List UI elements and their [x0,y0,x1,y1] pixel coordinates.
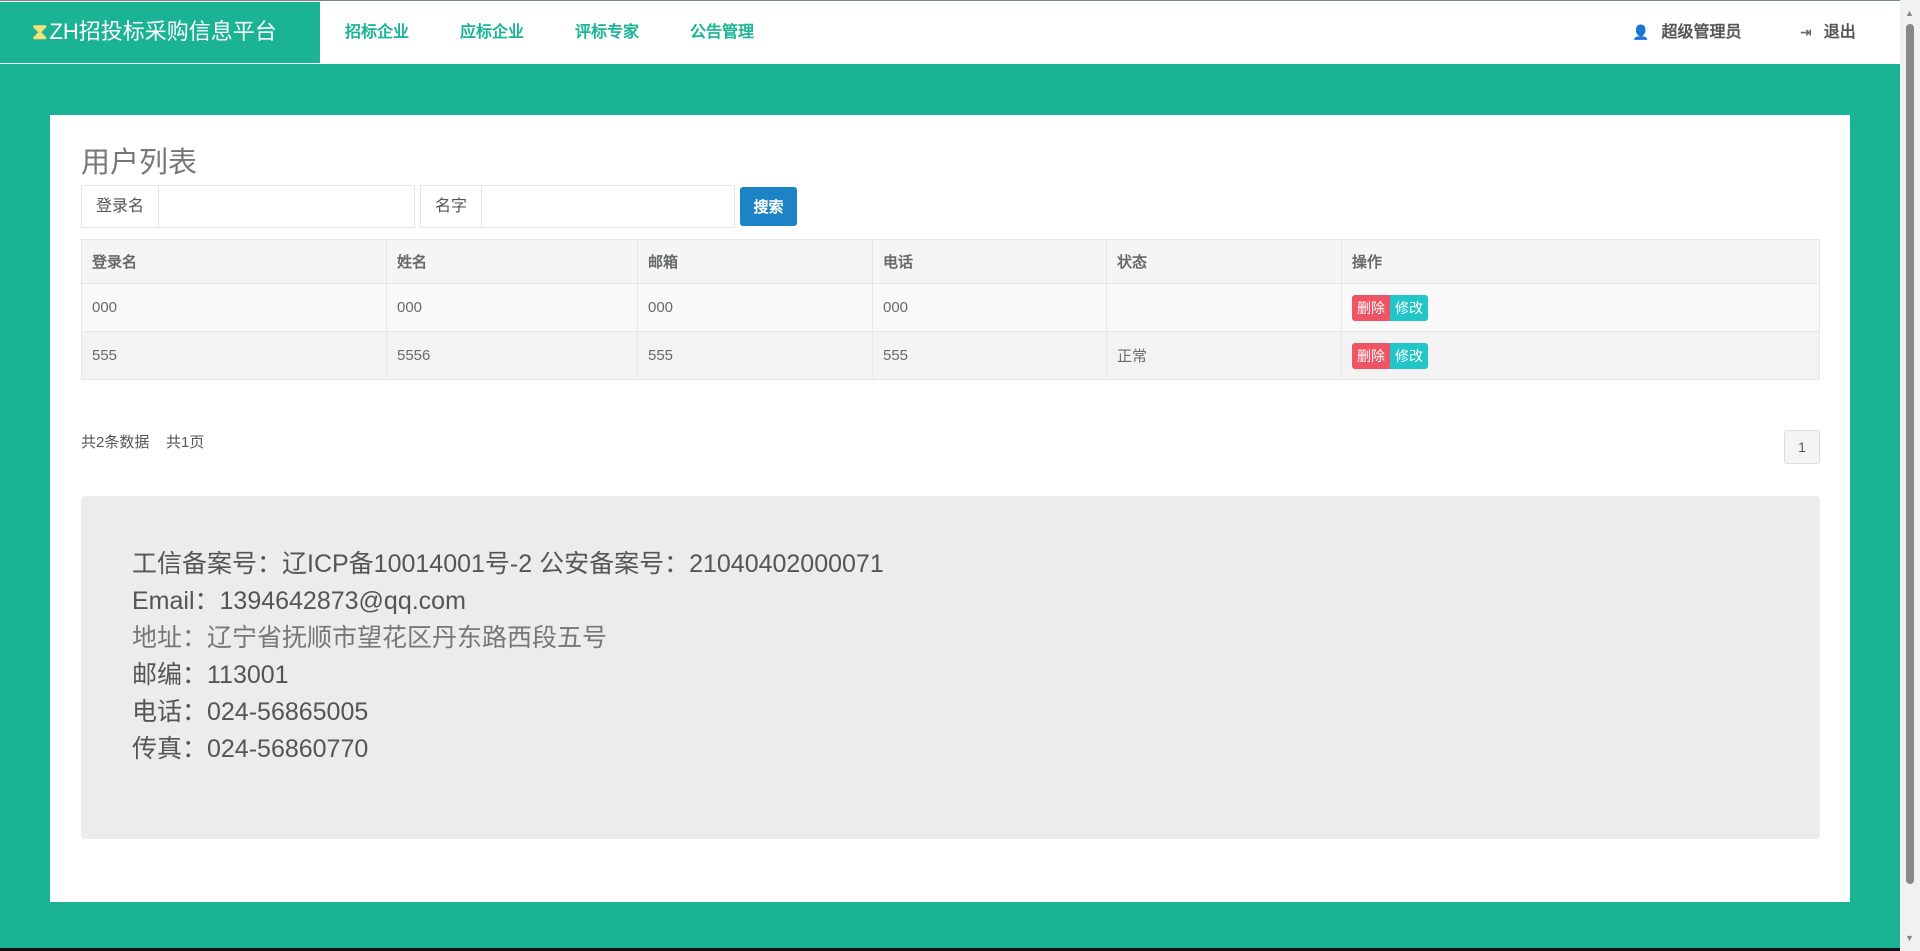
name-input[interactable] [482,186,734,227]
page-scrollbar[interactable]: ▲ ▼ [1900,0,1920,951]
user-name: 超级管理员 [1661,24,1742,41]
search-button[interactable]: 搜索 [740,187,797,226]
top-navbar: ⧗ZH招投标采购信息平台 招标企业 应标企业 评标专家 公告管理 👤 超级管理员 … [0,0,1900,64]
nav-announcements[interactable]: 公告管理 [690,24,755,41]
table-row: 555 5556 555 555 正常 删除 修改 [81,331,1820,380]
table-row: 000 000 000 000 删除 修改 [81,283,1820,332]
footer-icp: 工信备案号：辽ICP备10014001号-2 公安备案号：21040402000… [132,550,884,578]
logout-button[interactable]: ⇥ 退出 [1800,1,1856,65]
cell-login-name: 000 [81,283,387,332]
edit-button[interactable]: 修改 [1390,342,1428,369]
logo-text: ZH招投标采购信息平台 [49,19,277,44]
edit-button[interactable]: 修改 [1390,294,1428,321]
scrollbar-thumb[interactable] [1906,24,1914,884]
nav-tender-companies[interactable]: 应标企业 [460,24,525,41]
user-icon: 👤 [1632,24,1650,40]
cell-email: 000 [637,283,873,332]
page-title: 用户列表 [81,147,198,179]
name-search-group: 名字 [420,185,735,228]
cell-name: 000 [386,283,638,332]
footer-address: 地址：辽宁省抚顺市望花区丹东路西段五号 [132,624,608,652]
logo[interactable]: ⧗ZH招投标采购信息平台 [0,2,320,64]
table-header-row: 登录名 姓名 邮箱 电话 状态 操作 [81,239,1820,284]
cell-name: 5556 [386,331,638,380]
cell-actions: 删除 修改 [1341,331,1820,380]
footer-phone: 电话：024-56865005 [132,698,369,726]
delete-button[interactable]: 删除 [1352,294,1390,321]
page-1-button[interactable]: 1 [1784,430,1820,464]
cell-email: 555 [637,331,873,380]
total-records: 共2条数据 [81,434,150,451]
cell-status: 正常 [1106,331,1342,380]
delete-button[interactable]: 删除 [1352,342,1390,369]
pagination-info: 共2条数据 共1页 [81,431,204,452]
sign-out-icon: ⇥ [1800,24,1812,40]
cell-actions: 删除 修改 [1341,283,1820,332]
cell-status [1106,283,1342,332]
footer-zip: 邮编：113001 [132,661,289,689]
footer-fax: 传真：024-56860770 [132,735,369,763]
nav-experts[interactable]: 评标专家 [575,24,640,41]
cell-phone: 000 [872,283,1107,332]
bottom-edge [0,948,1900,951]
col-status: 状态 [1106,239,1342,284]
user-table: 登录名 姓名 邮箱 电话 状态 操作 000 000 000 000 删除 修改 … [81,239,1820,380]
col-actions: 操作 [1341,239,1820,284]
footer-email: Email：1394642873@qq.com [132,587,466,615]
cell-login-name: 555 [81,331,387,380]
logout-label: 退出 [1823,24,1856,41]
nav-bidding-companies[interactable]: 招标企业 [345,24,410,41]
total-pages: 共1页 [166,434,205,451]
site-footer: 工信备案号：辽ICP备10014001号-2 公安备案号：21040402000… [81,496,1820,839]
col-name: 姓名 [386,239,638,284]
col-email: 邮箱 [637,239,873,284]
scroll-down-icon[interactable]: ▼ [1905,933,1914,943]
login-name-input[interactable] [159,186,414,227]
login-name-search-group: 登录名 [81,185,415,228]
col-phone: 电话 [872,239,1107,284]
user-menu[interactable]: 👤 超级管理员 [1632,1,1741,65]
col-login-name: 登录名 [81,239,387,284]
scroll-up-icon[interactable]: ▲ [1905,8,1914,18]
name-label: 名字 [421,186,483,227]
cell-phone: 555 [872,331,1107,380]
login-name-label: 登录名 [82,186,160,227]
content-card: 用户列表 登录名 名字 搜索 登录名 姓名 邮箱 电话 状态 操作 000 00… [50,115,1850,902]
logo-icon: ⧗ [32,19,48,44]
